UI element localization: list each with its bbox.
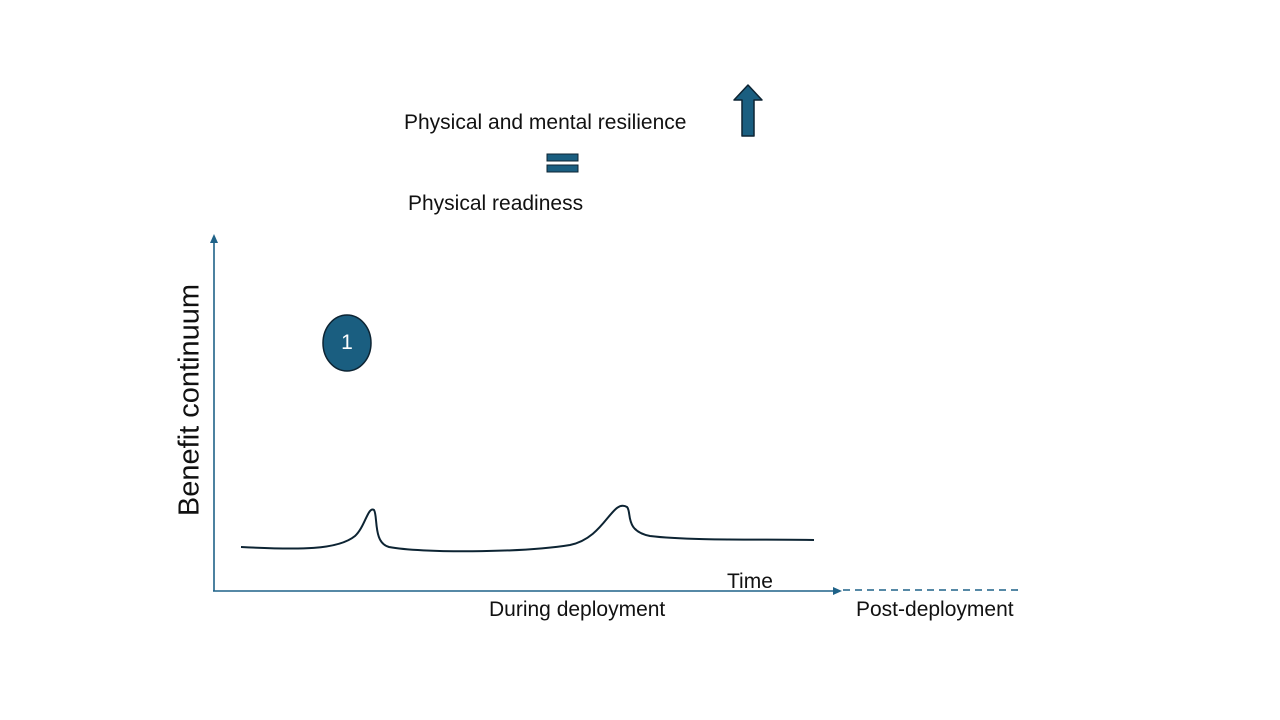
resilience-label: Physical and mental resilience [404,111,687,134]
phase-during-label: During deployment [489,598,666,621]
y-axis-label: Benefit continuum [173,283,206,517]
step-marker [322,314,372,372]
equals-icon [546,153,579,173]
x-axis-label: Time [727,570,773,593]
phase-post-label: Post-deployment [856,598,1014,621]
up-arrow-icon [733,84,763,137]
benefit-curve [240,504,815,553]
x-axis-arrowhead [833,587,842,595]
step-marker-number: 1 [341,331,353,354]
readiness-label: Physical readiness [408,192,584,215]
y-axis-arrowhead [210,234,218,243]
